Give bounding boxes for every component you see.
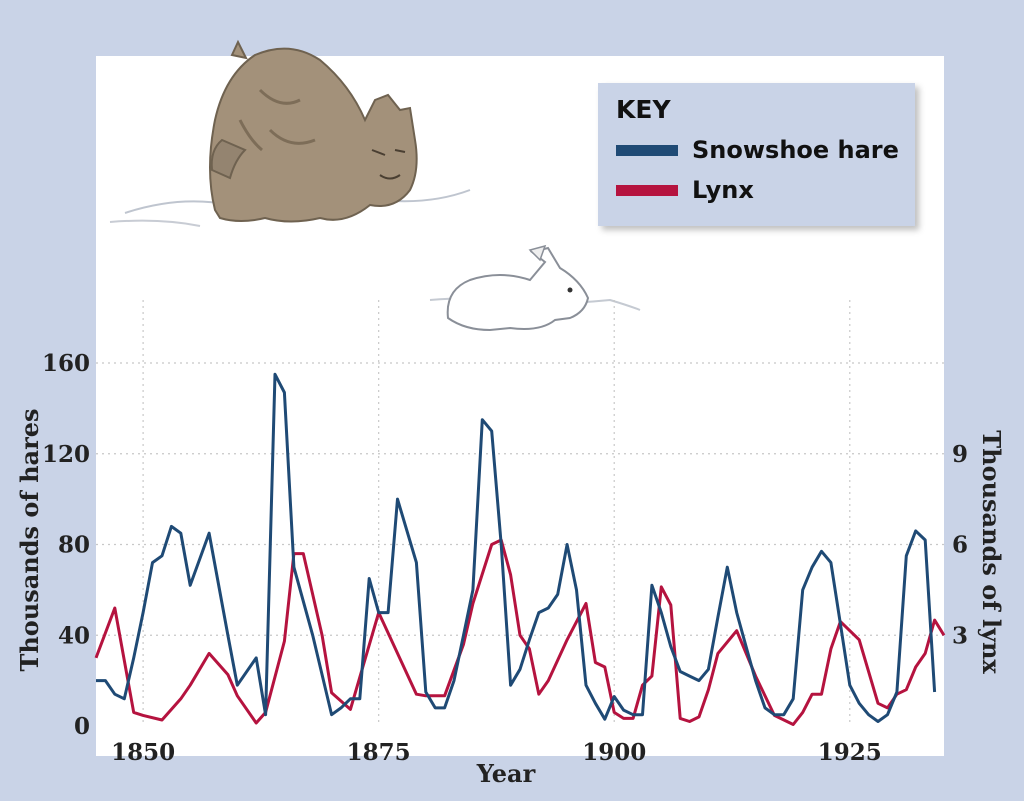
series-line-lynx: [94, 538, 946, 726]
left-axis-title: Thousands of hares: [15, 408, 44, 671]
right-tick-label: 9: [952, 441, 968, 468]
x-tick-label: 1900: [582, 739, 646, 766]
legend-item-lynx: Lynx: [616, 175, 754, 205]
left-tick-label: 120: [42, 441, 90, 468]
series-lines: [94, 372, 946, 726]
grid-lines: [96, 300, 944, 726]
right-axis-title: Thousands of lynx: [977, 430, 1006, 674]
hare-illustration-icon: [429, 244, 641, 332]
legend-item-snowshoe-hare: Snowshoe hare: [616, 135, 899, 165]
legend-label-hare: Snowshoe hare: [692, 136, 899, 164]
series-line-snowshoe-hare: [96, 372, 937, 723]
x-axis-ticks: 1850 1875 1900 1925: [111, 739, 882, 766]
legend-label-lynx: Lynx: [692, 176, 754, 204]
legend-swatch-lynx: [616, 184, 678, 196]
x-axis-title: Year: [476, 759, 536, 788]
left-tick-label: 40: [58, 622, 90, 649]
left-tick-label: 160: [42, 350, 90, 377]
legend-title: KEY: [616, 95, 671, 124]
x-tick-label: 1850: [111, 739, 175, 766]
legend-swatch-hare: [616, 144, 678, 156]
x-tick-label: 1925: [818, 739, 882, 766]
right-axis-ticks: 3 6 9: [952, 441, 968, 650]
left-tick-label: 80: [58, 532, 90, 559]
right-tick-label: 6: [952, 532, 968, 559]
left-axis-ticks: 0 40 80 120 160: [42, 350, 90, 740]
legend: KEY Snowshoe hare Lynx: [598, 83, 915, 226]
lynx-illustration-icon: [109, 39, 471, 227]
x-tick-label: 1875: [347, 739, 411, 766]
right-tick-label: 3: [952, 622, 968, 649]
left-tick-label: 0: [74, 713, 90, 740]
